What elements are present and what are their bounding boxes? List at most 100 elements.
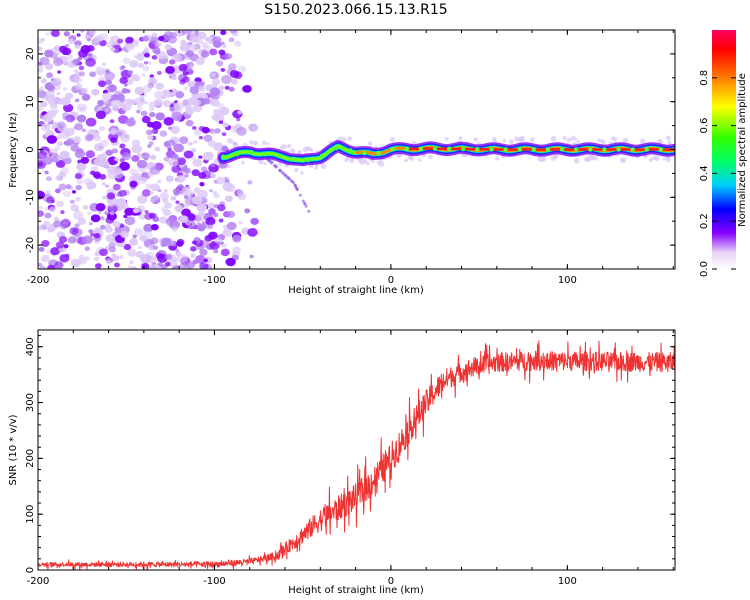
noise-blob — [96, 70, 104, 76]
noise-blob — [197, 31, 207, 40]
noise-blob — [183, 203, 189, 208]
x-tick-label: -200 — [27, 576, 50, 587]
noise-blob — [46, 135, 58, 144]
noise-blob — [155, 252, 163, 259]
noise-blob — [167, 147, 172, 151]
noise-blob — [62, 190, 72, 198]
noise-blob — [196, 39, 204, 45]
noise-blob — [236, 126, 247, 136]
branch-blob — [307, 209, 311, 213]
noise-blob — [237, 192, 247, 201]
signal-dot — [489, 147, 494, 152]
noise-blob — [120, 231, 129, 239]
noise-blob — [38, 262, 43, 267]
noise-blob — [183, 150, 194, 159]
noise-blob — [177, 184, 184, 190]
noise-blob — [123, 243, 132, 251]
noise-blob — [57, 70, 62, 74]
noise-blob — [185, 186, 192, 192]
noise-blob — [162, 89, 169, 95]
signal-dot — [658, 147, 664, 152]
band-blob — [349, 157, 355, 164]
noise-blob — [101, 92, 112, 101]
noise-blob — [63, 103, 74, 113]
noise-blob — [224, 195, 233, 203]
noise-blob — [80, 156, 90, 164]
noise-blob — [141, 152, 151, 160]
signal-dot — [475, 147, 480, 152]
signal-dot — [404, 146, 409, 152]
noise-blob — [151, 120, 162, 130]
noise-blob — [97, 80, 107, 88]
noise-blob — [60, 96, 71, 106]
branch-blob — [303, 201, 307, 205]
noise-blob — [228, 63, 237, 71]
band-blob — [566, 137, 572, 143]
signal-dot — [461, 146, 466, 152]
band-blob — [553, 154, 559, 159]
noise-blob — [144, 52, 150, 58]
band-blob — [667, 140, 672, 145]
noise-blob — [137, 52, 143, 58]
noise-blob — [72, 58, 81, 66]
noise-blob — [43, 220, 50, 227]
snr-plot — [38, 340, 675, 570]
noise-blob — [225, 183, 236, 193]
noise-blob — [119, 161, 130, 171]
noise-blob — [191, 169, 200, 177]
band-blob — [648, 157, 654, 163]
band-blob — [573, 157, 580, 164]
noise-blob — [193, 187, 201, 194]
noise-blob — [216, 42, 222, 47]
noise-blob — [210, 72, 217, 78]
noise-blob — [229, 70, 240, 78]
noise-blob — [91, 88, 100, 96]
noise-blob — [74, 123, 83, 131]
noise-blob — [99, 173, 107, 180]
noise-blob — [40, 254, 50, 263]
noise-blob — [86, 211, 92, 216]
band-blob — [300, 171, 304, 175]
noise-blob — [148, 212, 157, 219]
noise-blob — [82, 235, 93, 244]
noise-blob — [207, 202, 216, 209]
noise-blob — [105, 79, 113, 86]
noise-blob — [38, 90, 47, 99]
noise-blob — [45, 32, 50, 36]
noise-blob — [144, 101, 148, 105]
noise-blob — [45, 63, 54, 70]
noise-blob — [196, 222, 201, 226]
noise-blob — [185, 50, 194, 58]
noise-blob — [136, 109, 141, 114]
noise-blob — [191, 156, 196, 160]
band-blob — [652, 156, 656, 160]
band-blob — [495, 156, 500, 161]
signal-dot — [249, 149, 254, 155]
branch-blob — [293, 184, 297, 188]
noise-blob — [190, 253, 196, 258]
noise-blob — [154, 41, 162, 48]
noise-blob — [61, 49, 69, 56]
x-tick-label: 0 — [388, 576, 394, 587]
noise-blob — [238, 220, 244, 225]
band-blob — [473, 137, 479, 142]
noise-blob — [143, 227, 149, 232]
noise-blob — [190, 246, 197, 252]
snr-xlabel: Height of straight line (km) — [288, 585, 424, 596]
noise-blob — [155, 112, 165, 121]
noise-blob — [97, 99, 105, 106]
signal-dot — [559, 147, 565, 152]
spectrogram-ylabel: Frequency (Hz) — [8, 112, 19, 188]
band-blob — [289, 148, 296, 154]
signal-dot — [602, 147, 607, 152]
noise-blob — [194, 30, 200, 34]
noise-blob — [207, 224, 214, 229]
noise-blob — [187, 224, 193, 229]
noise-blob — [149, 111, 156, 118]
noise-blob — [156, 179, 162, 184]
noise-blob — [191, 125, 197, 130]
noise-blob — [143, 61, 149, 65]
noise-blob — [112, 255, 120, 262]
noise-blob — [222, 122, 229, 128]
noise-blob — [169, 32, 178, 39]
